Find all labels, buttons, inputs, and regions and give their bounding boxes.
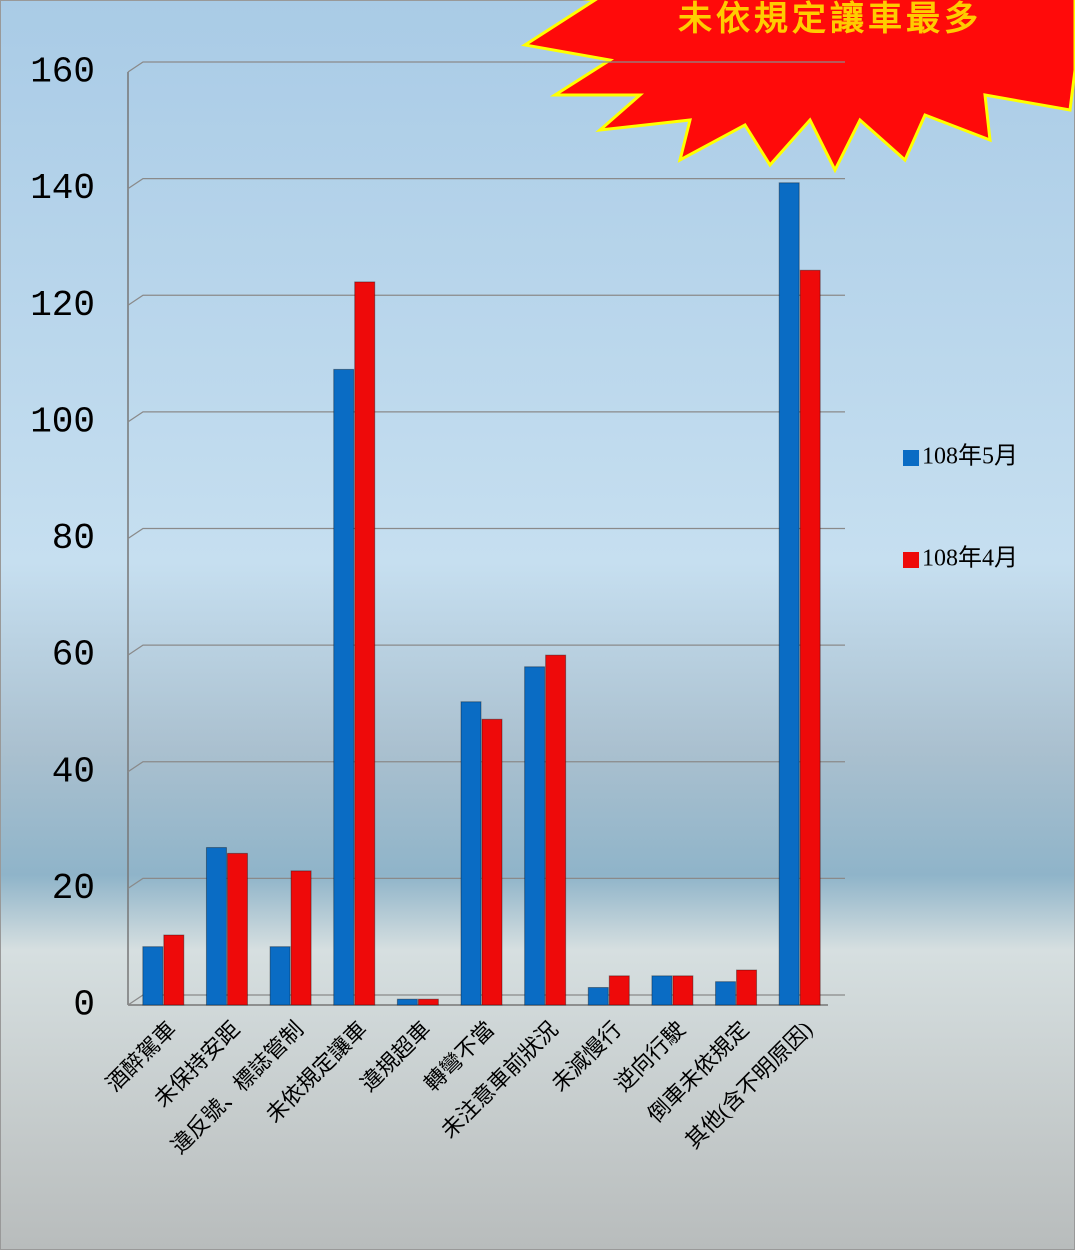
- bar: [460, 701, 482, 1006]
- grid-line: [127, 411, 845, 423]
- bar: [269, 946, 291, 1006]
- legend-swatch: [903, 552, 919, 568]
- bar: [226, 852, 248, 1006]
- y-tick-label: 80: [52, 518, 95, 559]
- bar: [142, 946, 164, 1006]
- bar: [481, 718, 503, 1006]
- y-tick-label: 160: [30, 52, 95, 93]
- bar: [290, 870, 312, 1006]
- bar: [587, 987, 609, 1006]
- starburst: [520, 0, 1075, 174]
- y-tick-label: 60: [52, 635, 95, 676]
- legend-label: 108年4月: [922, 545, 1018, 572]
- bar: [417, 998, 439, 1006]
- bar: [651, 975, 673, 1006]
- bar: [672, 975, 694, 1006]
- y-tick-label: 120: [30, 285, 95, 326]
- bar: [715, 981, 737, 1006]
- grid-line: [127, 294, 845, 306]
- y-tick-label: 40: [52, 751, 95, 792]
- y-tick-label: 140: [30, 168, 95, 209]
- grid-line: [127, 644, 845, 656]
- bar: [205, 847, 227, 1006]
- y-tick-label: 0: [73, 985, 95, 1026]
- grid-line: [127, 61, 845, 73]
- grid-line: [127, 877, 845, 889]
- bar: [608, 975, 630, 1006]
- bar: [333, 368, 355, 1006]
- grid-line: [127, 761, 845, 773]
- bar: [778, 182, 800, 1006]
- bar: [163, 934, 185, 1006]
- legend-swatch: [903, 450, 919, 466]
- y-tick-label: 100: [30, 401, 95, 442]
- bar: [524, 666, 546, 1006]
- bar: [396, 998, 418, 1006]
- bar: [354, 281, 376, 1006]
- legend-label: 108年5月: [922, 443, 1018, 470]
- bar: [736, 969, 758, 1006]
- bar: [799, 269, 821, 1006]
- grid-line: [127, 527, 845, 540]
- annotation: 未依規定讓車最多: [678, 0, 982, 38]
- bar: [545, 654, 567, 1006]
- y-tick-label: 20: [52, 868, 95, 909]
- grid-line: [127, 177, 845, 190]
